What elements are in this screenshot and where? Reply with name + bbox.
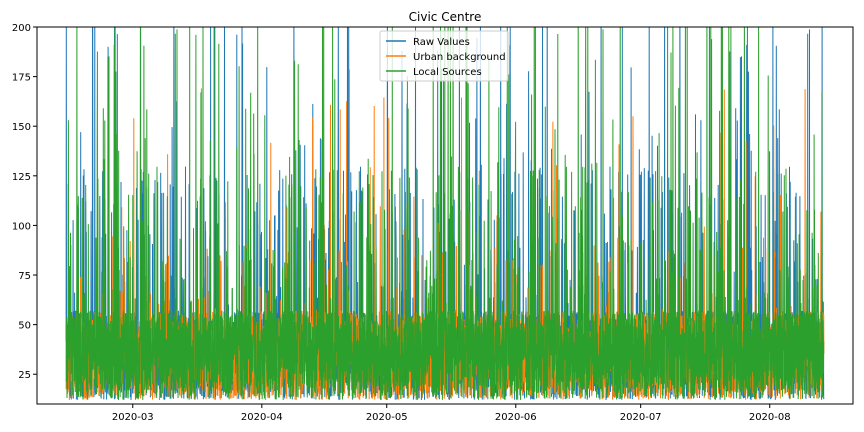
y-tick-label: 200 — [12, 23, 31, 34]
y-tick-label: 150 — [12, 122, 31, 133]
chart-title: Civic Centre — [409, 10, 482, 24]
y-tick-label: 50 — [18, 321, 31, 332]
x-tick-label: 2020-04 — [241, 412, 283, 423]
x-tick-label: 2020-05 — [366, 412, 408, 423]
legend-box — [379, 30, 509, 82]
y-tick-label: 25 — [18, 370, 31, 381]
x-tick-label: 2020-07 — [620, 412, 662, 423]
y-tick-label: 175 — [12, 73, 31, 84]
series-line-local-sources — [65, 27, 825, 401]
y-tick-label: 75 — [18, 271, 31, 282]
x-tick-label: 2020-06 — [495, 412, 537, 423]
plot-frame — [36, 26, 854, 405]
legend-label: Raw Values — [413, 37, 470, 48]
x-tick-label: 2020-08 — [749, 412, 791, 423]
y-tick-label: 100 — [12, 221, 31, 232]
x-tick-label: 2020-03 — [112, 412, 154, 423]
axes: 25 50 75 100 125 150 175 200 2020-03 2020-04 2020-… — [12, 23, 854, 423]
legend-label: Local Sources — [413, 67, 482, 78]
legend-label: Urban background — [413, 52, 506, 63]
legend: Raw Values Urban background Local Sources — [379, 30, 509, 82]
plot-area — [65, 27, 825, 401]
y-tick-label: 125 — [12, 172, 31, 183]
